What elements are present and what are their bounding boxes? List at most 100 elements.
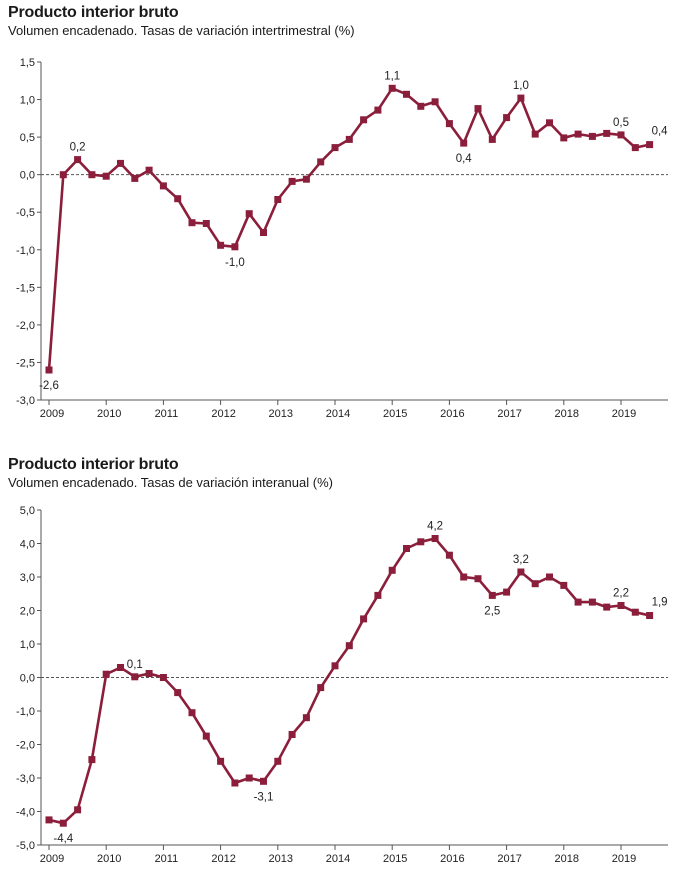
y-tick-label: -3,0 bbox=[16, 773, 35, 785]
data-point bbox=[331, 662, 339, 670]
data-point bbox=[474, 105, 482, 113]
data-point bbox=[117, 159, 124, 167]
chart-panel-quarterly: Producto interior bruto Volumen encadena… bbox=[0, 0, 680, 435]
data-point bbox=[531, 130, 539, 138]
data-point bbox=[417, 538, 425, 546]
data-point bbox=[646, 141, 654, 149]
data-point bbox=[574, 130, 582, 138]
data-label: 0,5 bbox=[613, 117, 629, 129]
y-tick-label: 1,5 bbox=[20, 57, 35, 69]
data-point bbox=[88, 756, 96, 764]
data-point bbox=[217, 757, 225, 765]
data-point bbox=[317, 158, 325, 166]
data-label: 1,0 bbox=[513, 80, 529, 92]
x-tick-label: 2017 bbox=[497, 408, 521, 420]
data-point bbox=[631, 144, 639, 152]
data-point bbox=[274, 757, 282, 765]
data-label: 0,2 bbox=[70, 142, 86, 154]
y-tick-label: 0,5 bbox=[20, 132, 35, 144]
data-point bbox=[74, 156, 82, 164]
y-tick-label: -1,0 bbox=[16, 706, 35, 718]
data-point bbox=[231, 779, 239, 787]
y-tick-label: 1,0 bbox=[20, 95, 35, 107]
data-point bbox=[260, 229, 267, 236]
data-point bbox=[517, 568, 525, 576]
data-point bbox=[145, 670, 153, 677]
y-tick-label: 1,0 bbox=[20, 639, 35, 651]
chart-subtitle: Volumen encadenado. Tasas de variación i… bbox=[8, 475, 333, 490]
chart-panel-annual: Producto interior bruto Volumen encadena… bbox=[0, 452, 680, 878]
data-point bbox=[646, 612, 654, 619]
data-label: 0,1 bbox=[127, 659, 143, 671]
data-point bbox=[445, 551, 453, 559]
data-point bbox=[202, 220, 210, 227]
data-point bbox=[59, 171, 67, 179]
data-point bbox=[503, 114, 511, 122]
data-point bbox=[131, 174, 139, 182]
data-label: -2,6 bbox=[39, 380, 59, 392]
x-tick-label: 2013 bbox=[269, 408, 293, 420]
data-point bbox=[274, 196, 282, 203]
y-tick-label: 3,0 bbox=[20, 572, 35, 584]
data-point bbox=[445, 120, 453, 128]
data-point bbox=[260, 777, 267, 785]
data-point bbox=[317, 684, 325, 692]
data-point bbox=[174, 689, 182, 697]
data-point bbox=[560, 581, 568, 589]
data-point bbox=[603, 603, 611, 611]
y-tick-label: -2,0 bbox=[16, 740, 35, 752]
data-point bbox=[74, 806, 82, 814]
data-point bbox=[388, 84, 396, 92]
x-tick-label: 2016 bbox=[440, 408, 464, 420]
data-point bbox=[431, 535, 439, 542]
data-point bbox=[388, 566, 396, 574]
x-tick-label: 2014 bbox=[326, 408, 350, 420]
data-point bbox=[560, 134, 568, 142]
y-tick-label: 2,0 bbox=[20, 606, 35, 618]
y-tick-label: 5,0 bbox=[20, 505, 35, 517]
x-tick-label: 2014 bbox=[326, 853, 350, 865]
data-point bbox=[360, 615, 368, 623]
data-point bbox=[159, 674, 167, 681]
x-tick-label: 2010 bbox=[97, 408, 121, 420]
data-label: 1,1 bbox=[384, 70, 400, 82]
data-point bbox=[159, 182, 167, 190]
data-point bbox=[603, 129, 611, 137]
data-point bbox=[288, 731, 296, 738]
data-point bbox=[474, 575, 482, 583]
data-point bbox=[288, 177, 296, 185]
y-tick-label: -1,0 bbox=[16, 245, 35, 257]
x-tick-label: 2012 bbox=[211, 853, 235, 865]
data-label: -1,0 bbox=[225, 257, 245, 269]
x-tick-label: 2015 bbox=[383, 853, 407, 865]
x-tick-label: 2017 bbox=[497, 853, 521, 865]
y-tick-label: 0,0 bbox=[20, 170, 35, 182]
x-tick-label: 2018 bbox=[555, 408, 579, 420]
data-point bbox=[88, 171, 96, 179]
data-point bbox=[574, 598, 582, 606]
x-tick-label: 2015 bbox=[383, 408, 407, 420]
y-tick-label: 4,0 bbox=[20, 539, 35, 551]
data-point bbox=[503, 588, 511, 596]
data-point bbox=[517, 94, 525, 102]
y-tick-label: -0,5 bbox=[16, 207, 35, 219]
data-point bbox=[546, 573, 553, 581]
data-point bbox=[531, 580, 539, 588]
chart-annual-svg: 5,0 4,0 3,0 2,0 1,0 0,0 -1,0 -2,0 -3,0 -4,0 -5,0 20… bbox=[16, 505, 668, 865]
data-point bbox=[145, 166, 153, 174]
data-point bbox=[302, 714, 310, 722]
data-point bbox=[617, 131, 625, 139]
data-point bbox=[231, 243, 239, 251]
x-tick-label: 2019 bbox=[612, 408, 636, 420]
data-label: 0,4 bbox=[652, 126, 669, 138]
data-label: -3,1 bbox=[254, 791, 274, 803]
data-point bbox=[174, 195, 182, 203]
data-point bbox=[360, 116, 368, 124]
data-point bbox=[45, 366, 53, 374]
data-point bbox=[403, 545, 410, 552]
data-point bbox=[460, 139, 468, 147]
data-label: 3,2 bbox=[513, 554, 529, 566]
data-point bbox=[117, 664, 124, 671]
data-point bbox=[417, 102, 425, 110]
series-line bbox=[47, 87, 650, 371]
